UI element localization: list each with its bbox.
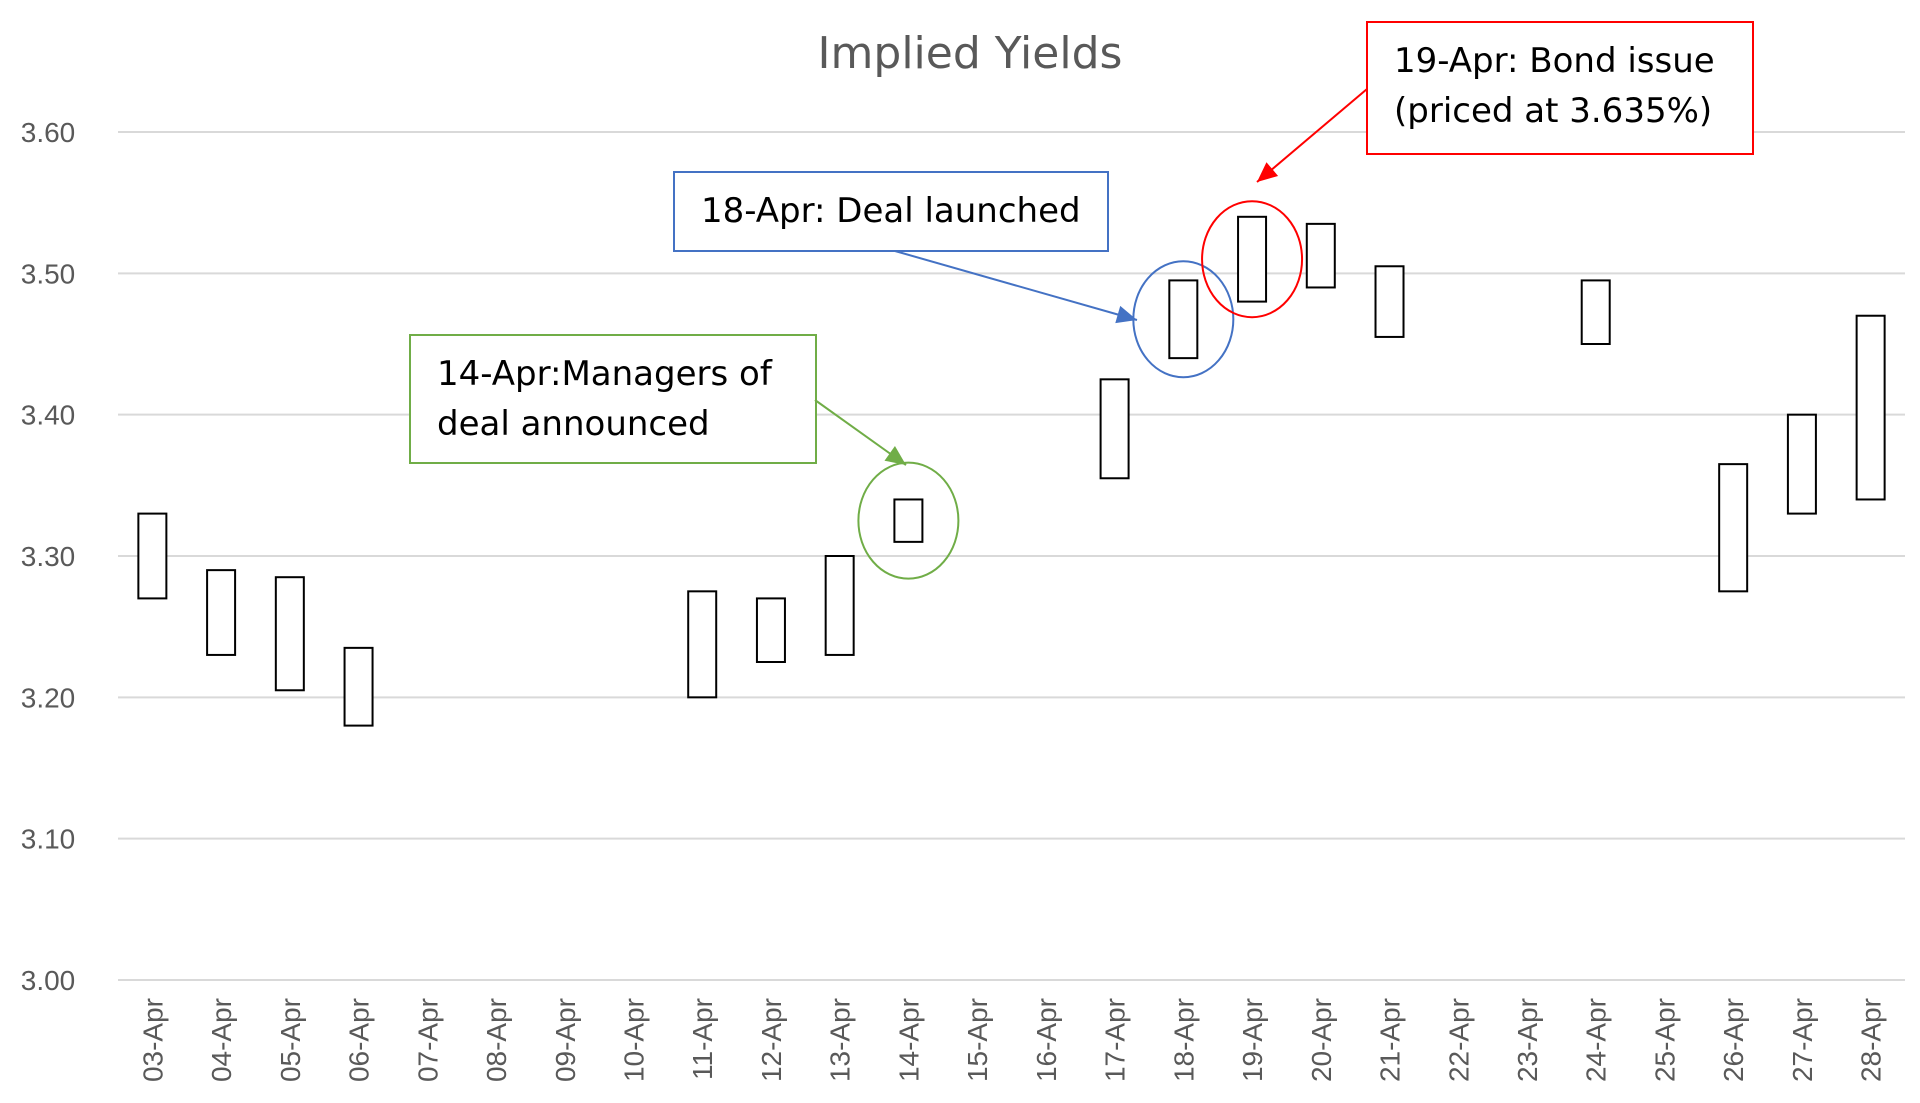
annotation-arrow-line [1256,88,1368,183]
annotation-callout: 19-Apr: Bond issue (priced at 3.635%) [1201,21,1754,319]
x-tick-label: 28-Apr [1856,998,1887,1082]
annotation-arrow-line [894,250,1138,321]
x-tick-label: 25-Apr [1649,998,1680,1082]
y-tick-label: 3.40 [21,400,76,431]
range-bar [206,569,237,656]
annotation-box [1366,21,1754,155]
annotation-arrowhead [884,446,906,465]
range-bar [824,555,855,656]
x-axis-tick-labels: 03-Apr 04-Apr 05-Apr 06-Apr 07-Apr 08-Apr 09-A… [137,998,1886,1082]
x-tick-label: 15-Apr [962,998,993,1082]
annotation-arrowhead [1115,305,1137,324]
x-tick-label: 22-Apr [1443,998,1474,1082]
y-tick-label: 3.20 [21,682,76,713]
highlight-ellipse [1201,200,1304,319]
annotation-callout: 18-Apr: Deal launched [673,171,1235,379]
x-tick-label: 23-Apr [1512,998,1543,1082]
annotation-box [673,171,1109,252]
x-tick-label: 19-Apr [1237,998,1268,1082]
range-bar [274,576,305,692]
x-tick-label: 07-Apr [412,998,443,1082]
annotation-text: 14-Apr:Managers of [437,354,773,394]
annotation-box [409,334,817,464]
x-tick-label: 24-Apr [1581,998,1612,1082]
y-axis-tick-labels: 3.00 3.10 3.20 3.30 3.40 3.50 3.60 [21,117,76,996]
x-tick-label: 26-Apr [1718,998,1749,1082]
annotations: 14-Apr:Managers of deal announced 18-Apr: … [409,21,1754,580]
range-bar [1580,279,1611,345]
x-tick-label: 12-Apr [756,998,787,1082]
range-bar [137,512,168,600]
gridlines [118,131,1905,981]
annotation-callout: 14-Apr:Managers of deal announced [409,334,960,580]
x-tick-label: 18-Apr [1168,998,1199,1082]
range-bar [1237,215,1268,303]
annotation-text: 19-Apr: Bond issue [1394,41,1715,81]
y-tick-label: 3.30 [21,541,76,572]
highlight-ellipse [857,461,960,580]
range-bar [893,498,924,543]
x-tick-label: 27-Apr [1787,998,1818,1082]
annotation-text: 18-Apr: Deal launched [701,191,1081,231]
range-bar [755,597,786,664]
annotation-text: deal announced [437,404,710,444]
x-tick-label: 11-Apr [687,998,718,1080]
y-tick-label: 3.60 [21,117,76,148]
x-tick-label: 16-Apr [1031,998,1062,1082]
annotation-text: (priced at 3.635%) [1394,91,1712,131]
y-tick-label: 3.00 [21,965,76,996]
range-bar [687,590,718,699]
x-tick-label: 04-Apr [206,998,237,1082]
x-tick-label: 20-Apr [1306,998,1337,1082]
range-bar [1099,378,1130,480]
range-bar [1305,222,1336,289]
range-bars [137,215,1886,727]
x-tick-label: 21-Apr [1375,998,1406,1082]
x-tick-label: 03-Apr [137,998,168,1082]
x-tick-label: 13-Apr [825,998,856,1082]
x-tick-label: 09-Apr [550,998,581,1082]
range-bar [343,646,374,727]
chart-title: Implied Yields [818,28,1123,79]
range-bar [1718,463,1749,593]
x-tick-label: 10-Apr [618,998,649,1082]
y-tick-label: 3.10 [21,824,76,855]
range-bar [1786,413,1817,515]
range-bar [1168,279,1199,360]
x-tick-label: 14-Apr [893,998,924,1082]
y-tick-label: 3.50 [21,258,76,289]
annotation-arrowhead [1257,162,1279,182]
range-bar [1855,314,1886,501]
x-tick-label: 17-Apr [1100,998,1131,1082]
x-tick-label: 05-Apr [275,998,306,1082]
x-tick-label: 08-Apr [481,998,512,1082]
range-bar [1374,265,1405,338]
x-tick-label: 06-Apr [344,998,375,1082]
